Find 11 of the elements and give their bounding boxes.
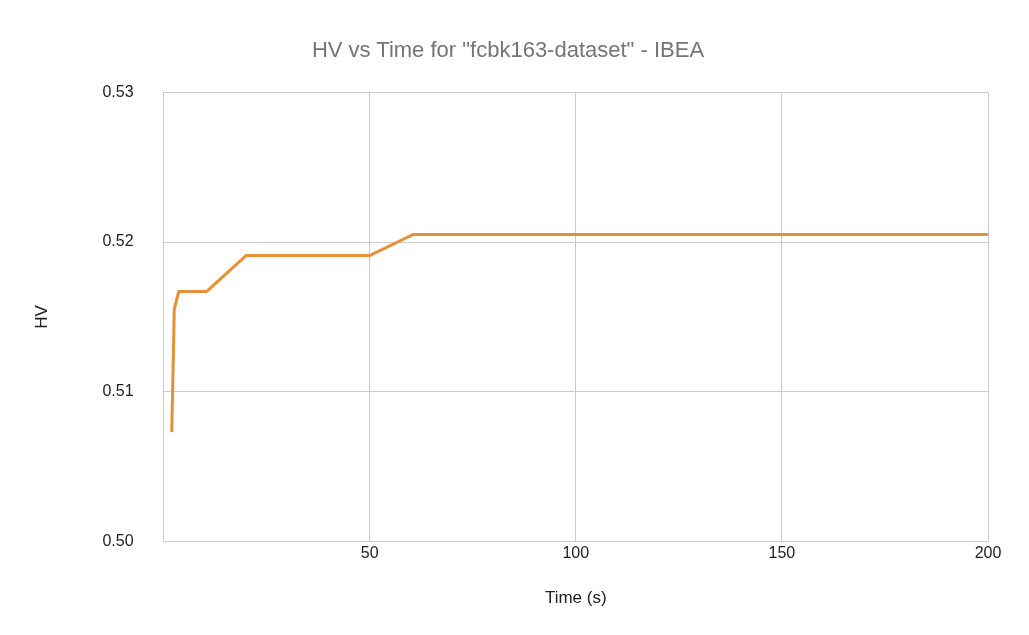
y-tick-label: 0.53 (102, 82, 134, 100)
y-tick-label: 0.50 (102, 531, 134, 549)
y-tick-label: 0.52 (102, 232, 134, 250)
x-tick-label: 200 (974, 544, 1002, 562)
x-tick-label: 100 (562, 544, 590, 562)
x-tick-label: 50 (360, 544, 379, 562)
y-axis-title: HV (31, 304, 51, 329)
x-tick-label: 150 (768, 544, 796, 562)
y-tick-label: 0.51 (102, 382, 134, 400)
chart-title: HV vs Time for "fcbk163-dataset" - IBEA (311, 37, 705, 63)
x-axis-title: Time (s) (544, 588, 607, 608)
